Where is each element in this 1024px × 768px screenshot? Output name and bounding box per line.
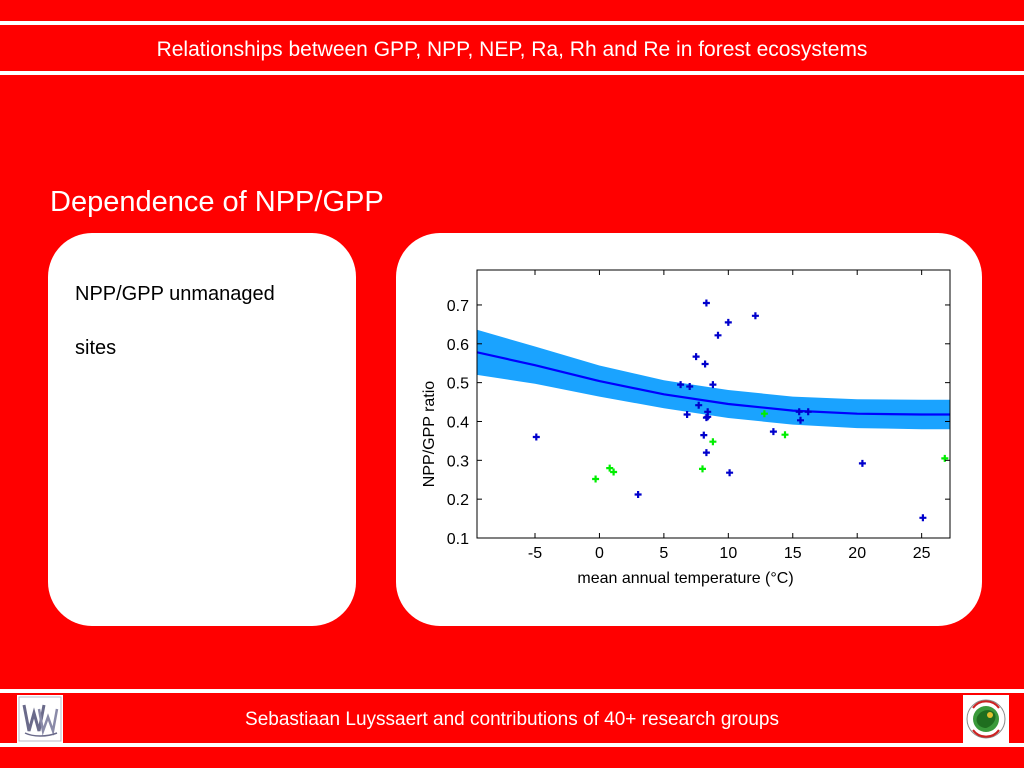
blue-data-point xyxy=(769,428,777,436)
plot-content xyxy=(477,299,950,522)
header-top-line xyxy=(0,21,1024,25)
blue-data-point xyxy=(695,401,703,409)
green-data-point xyxy=(610,468,618,476)
footer-bottom-line xyxy=(0,743,1024,747)
y-tick-label: 0.1 xyxy=(447,531,469,548)
blue-data-point xyxy=(634,491,642,498)
x-tick-label: 20 xyxy=(848,545,866,562)
blue-data-point xyxy=(797,416,804,424)
blue-data-point xyxy=(751,312,759,320)
blue-data-point xyxy=(692,353,700,361)
carbo-europe-logo xyxy=(963,695,1009,743)
blue-data-point xyxy=(702,449,710,457)
chart-card: -5 0 5 10 15 20 25 0.1 0.2 0.3 0.4 0.5 0.6 0.7 mean an… xyxy=(396,233,982,626)
blue-data-point xyxy=(724,318,732,326)
blue-data-point xyxy=(686,383,694,390)
green-data-point xyxy=(709,438,717,446)
y-tick-label: 0.6 xyxy=(447,337,469,354)
blue-data-point xyxy=(714,331,722,339)
x-tick-label: 0 xyxy=(595,545,604,562)
green-data-point xyxy=(606,464,614,472)
section-title: Dependence of NPP/GPP xyxy=(50,186,384,218)
y-tick-label: 0.3 xyxy=(447,453,469,470)
panel-text-line-1: NPP/GPP unmanaged xyxy=(75,283,275,305)
x-tick-label: 25 xyxy=(913,545,931,562)
y-tick-label: 0.4 xyxy=(447,414,469,431)
blue-data-point xyxy=(858,459,866,467)
x-tick-label: 10 xyxy=(719,545,737,562)
x-tick-label: 5 xyxy=(659,545,668,562)
green-data-point xyxy=(781,431,789,439)
blue-data-point xyxy=(683,411,691,418)
y-tick-label: 0.2 xyxy=(447,492,469,509)
x-tick-label: -5 xyxy=(528,545,542,562)
blue-data-point xyxy=(804,408,812,416)
blue-data-point xyxy=(702,299,710,307)
blue-data-point xyxy=(677,381,685,389)
panel-text-line-2: sites xyxy=(75,337,117,359)
scatter-chart: -5 0 5 10 15 20 25 0.1 0.2 0.3 0.4 0.5 0.6 0.7 mean an… xyxy=(421,269,951,587)
blue-data-point xyxy=(726,469,734,477)
footer-credit: Sebastiaan Luyssaert and contributions o… xyxy=(245,709,779,730)
x-tick-label: 15 xyxy=(784,545,802,562)
blue-data-point xyxy=(709,381,717,389)
footer-top-line xyxy=(0,689,1024,693)
x-axis-label: mean annual temperature (°C) xyxy=(577,570,793,587)
green-data-point xyxy=(592,475,600,483)
header-bottom-line xyxy=(0,71,1024,75)
left-text-card: NPP/GPP unmanaged sites xyxy=(48,233,356,626)
y-axis-label: NPP/GPP ratio xyxy=(421,381,438,488)
blue-data-point xyxy=(919,514,927,522)
blue-data-point xyxy=(532,433,540,441)
blue-data-point xyxy=(795,408,803,416)
green-data-point xyxy=(941,454,949,462)
y-tick-label: 0.7 xyxy=(447,298,469,315)
slide-title: Relationships between GPP, NPP, NEP, Ra,… xyxy=(156,38,868,61)
confidence-band xyxy=(477,329,950,430)
blue-data-point xyxy=(704,413,712,421)
fit-line xyxy=(477,351,950,416)
y-tick-label: 0.5 xyxy=(447,376,469,393)
university-logo xyxy=(17,695,63,743)
carbo-europe-logo-mark xyxy=(966,699,1006,739)
university-logo-mark xyxy=(18,696,62,742)
green-data-point xyxy=(699,465,706,473)
green-data-point xyxy=(760,410,768,418)
blue-data-point xyxy=(700,431,708,439)
blue-data-point xyxy=(701,360,709,368)
plot-frame xyxy=(476,269,951,539)
